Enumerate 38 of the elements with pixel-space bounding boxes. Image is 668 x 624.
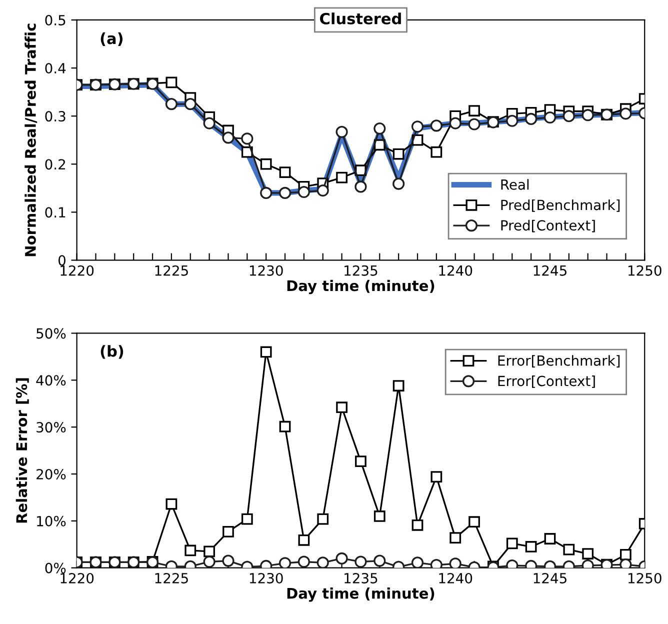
x-tick-label: 1250 xyxy=(628,265,662,276)
legend-label: Pred[Context] xyxy=(501,220,595,232)
y-tick-label: 10% xyxy=(37,516,66,526)
x-tick-label: 1220 xyxy=(60,572,94,584)
x-tick-label: 1245 xyxy=(534,572,566,584)
x-tick-label: 1225 xyxy=(155,265,188,276)
legend-label: Pred[Benchmark] xyxy=(501,199,620,212)
annotation: (b) xyxy=(100,345,124,359)
y-axis-title: Relative Error [%] xyxy=(16,378,29,523)
x-tick-label: 1220 xyxy=(60,265,94,276)
x-tick-label: 1230 xyxy=(250,572,283,584)
y-tick-label: 0.3 xyxy=(45,111,66,122)
y-tick-label: 0% xyxy=(45,562,66,574)
annotation: (a) xyxy=(100,32,122,46)
y-tick-label: 0 xyxy=(58,255,66,266)
x-tick-label: 1245 xyxy=(534,265,566,276)
x-axis-title: Day time (minute) xyxy=(287,588,434,602)
x-tick-label: 1230 xyxy=(250,265,283,276)
legend-label: Error[Benchmark] xyxy=(498,355,620,368)
y-tick-label: 0.1 xyxy=(45,207,66,218)
y-tick-label: 40% xyxy=(36,375,66,386)
x-tick-label: 1235 xyxy=(344,572,378,584)
x-tick-label: 1235 xyxy=(344,265,378,276)
x-tick-label: 1240 xyxy=(439,265,472,276)
y-tick-label: 0.2 xyxy=(45,159,66,170)
y-tick-label: 50% xyxy=(36,328,66,339)
y-axis-title: Normalized Real/Pred Traffic xyxy=(24,24,38,256)
y-tick-label: 0.4 xyxy=(45,62,66,74)
chart-title: Clustered xyxy=(320,12,401,24)
y-tick-label: 0.5 xyxy=(45,14,66,26)
y-tick-label: 20% xyxy=(36,468,66,480)
legend-label: Real xyxy=(501,179,529,190)
x-tick-label: 1225 xyxy=(155,572,188,584)
x-tick-label: 1240 xyxy=(439,572,472,584)
y-tick-label: 30% xyxy=(36,422,66,433)
x-axis-title: Day time (minute) xyxy=(287,280,434,294)
x-tick-label: 1250 xyxy=(628,572,662,584)
legend-label: Error[Context] xyxy=(498,375,595,388)
